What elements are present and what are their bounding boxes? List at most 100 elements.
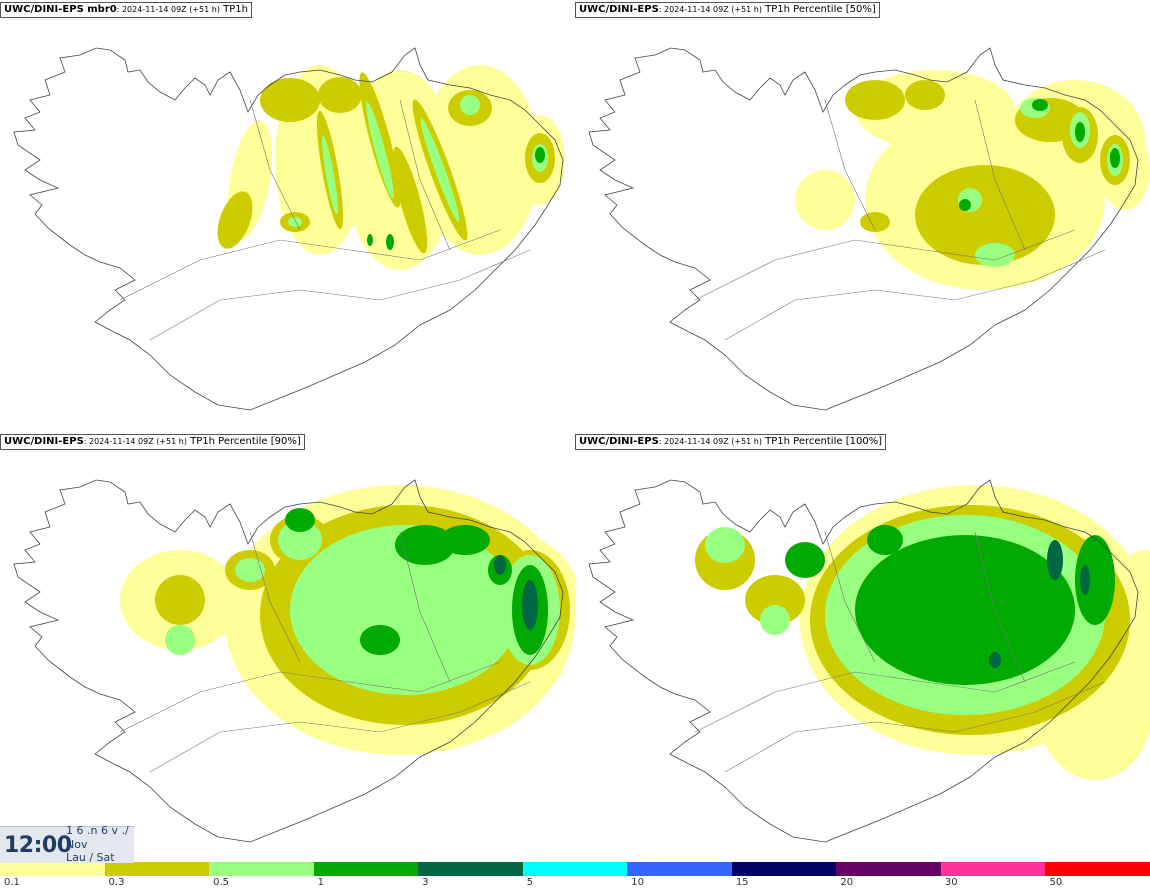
precip-area [855, 535, 1075, 685]
precip-area [915, 165, 1055, 265]
precip-area [460, 95, 480, 115]
map-panel-p90: UWC/DINI-EPS: 2024-11-14 09Z (+51 h) TP1… [0, 432, 575, 864]
road-line [399, 531, 451, 683]
legend-swatch [418, 862, 523, 876]
legend-label: 20 [840, 877, 854, 888]
panel-title: UWC/DINI-EPS mbr0: 2024-11-14 09Z (+51 h… [0, 2, 252, 18]
panel-title: UWC/DINI-EPS: 2024-11-14 09Z (+51 h) TP1… [575, 2, 880, 18]
road-line [694, 229, 1076, 301]
precip-area [392, 146, 428, 254]
road-line [824, 531, 876, 663]
precip-area [1075, 535, 1115, 625]
field-name: TP1h Percentile [50%] [761, 4, 876, 15]
map-panel-mbr0: UWC/DINI-EPS mbr0: 2024-11-14 09Z (+51 h… [0, 0, 575, 432]
road-line [399, 99, 451, 251]
precip-area [386, 234, 394, 250]
precip-area [867, 525, 903, 555]
precip-map [588, 479, 1150, 843]
road-line [249, 531, 301, 663]
precip-area [367, 234, 373, 246]
precip-area [795, 170, 855, 230]
run-info: : 2024-11-14 09Z (+51 h) [658, 437, 762, 446]
legend-label: 10 [631, 877, 644, 888]
valid-day: Lau / Sat [66, 851, 115, 864]
precip-area [420, 118, 460, 222]
precip-map [588, 47, 1150, 411]
coastline [13, 47, 564, 411]
precip-area [535, 147, 545, 163]
legend-label: 5 [526, 877, 534, 888]
road-line [119, 661, 501, 733]
precip-area [165, 625, 195, 655]
precip-area [975, 243, 1015, 267]
precip-area [1075, 122, 1085, 142]
precip-area [290, 525, 520, 695]
precip-area [845, 80, 905, 120]
precip-map [13, 479, 575, 843]
precip-area [1047, 540, 1063, 580]
legend-label: 0.5 [213, 877, 229, 888]
legend-swatch [313, 862, 419, 876]
legend-label: 30 [944, 877, 958, 888]
precip-area [360, 625, 400, 655]
precip-area [285, 508, 315, 532]
coastline [13, 479, 564, 843]
precip-area [989, 652, 1001, 668]
precip-area [278, 520, 322, 560]
legend-swatch [1045, 862, 1150, 876]
road-line [149, 681, 531, 773]
model-name: UWC/DINI-EPS mbr0 [4, 4, 117, 15]
legend-swatch [836, 862, 941, 876]
precip-area [494, 555, 506, 575]
legend-swatch [940, 862, 1046, 876]
legend-swatch [209, 862, 314, 876]
legend-swatch [522, 862, 628, 876]
precip-area [288, 217, 302, 227]
field-name: TP1h Percentile [100%] [761, 436, 883, 447]
precip-area [745, 575, 805, 625]
legend-swatch [0, 862, 105, 876]
model-name: UWC/DINI-EPS [4, 436, 84, 447]
precip-area [959, 199, 971, 211]
valid-date-line1: 1 6 .n 6 v ./ [66, 824, 129, 837]
precip-area [860, 212, 890, 232]
legend-label: 50 [1049, 877, 1063, 888]
legend-label: 15 [735, 877, 749, 888]
precip-area [1110, 148, 1120, 168]
road-line [974, 99, 1026, 251]
precip-area [785, 542, 825, 578]
legend-bar [0, 862, 1150, 876]
legend-swatch [627, 862, 732, 876]
run-info: : 2024-11-14 09Z (+51 h) [658, 5, 762, 14]
model-name: UWC/DINI-EPS [579, 4, 659, 15]
model-name: UWC/DINI-EPS [579, 436, 659, 447]
field-name: TP1h [219, 4, 248, 15]
legend-label: 3 [422, 877, 429, 888]
precip-area [322, 135, 338, 215]
precip-area [705, 527, 745, 563]
run-info: : 2024-11-14 09Z (+51 h) [116, 5, 220, 14]
road-line [974, 531, 1026, 683]
precip-area [1032, 99, 1048, 111]
precip-area [260, 78, 320, 122]
legend-label: 0.3 [108, 877, 125, 888]
coastline [588, 479, 1139, 843]
run-info: : 2024-11-14 09Z (+51 h) [83, 437, 187, 446]
road-line [694, 661, 1076, 733]
precip-map [13, 47, 565, 411]
legend-swatch [104, 862, 210, 876]
valid-month: Nov [66, 838, 88, 851]
precip-area [522, 580, 538, 630]
panel-title: UWC/DINI-EPS: 2024-11-14 09Z (+51 h) TP1… [0, 434, 305, 450]
color-legend: 0.1 0.3 0.5 1 3 5 10 15 20 30 50 [0, 862, 1150, 891]
road-line [249, 99, 301, 231]
legend-label: 1 [317, 877, 324, 888]
precip-area [440, 525, 490, 555]
valid-time-box: 12:00 1 6 .n 6 v ./ Nov Lau / Sat [0, 824, 134, 864]
precip-area [1080, 565, 1090, 595]
road-line [119, 229, 501, 301]
road-line [724, 681, 1106, 773]
panel-title: UWC/DINI-EPS: 2024-11-14 09Z (+51 h) TP1… [575, 434, 887, 450]
legend-swatch [731, 862, 837, 876]
precip-area [905, 80, 945, 110]
